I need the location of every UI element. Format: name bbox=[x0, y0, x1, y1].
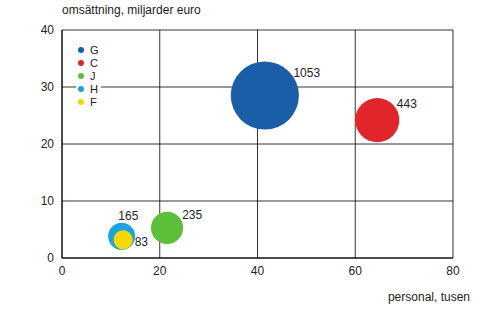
svg-text:20: 20 bbox=[41, 137, 55, 151]
html-text:J: J bbox=[90, 69, 96, 82]
svg-text:40: 40 bbox=[251, 264, 265, 278]
svg-text:60: 60 bbox=[349, 264, 363, 278]
html-text:C: C bbox=[90, 56, 98, 69]
svg-text:20: 20 bbox=[153, 264, 167, 278]
svg-text:80: 80 bbox=[446, 264, 460, 278]
html-text:H: H bbox=[90, 82, 98, 95]
svg-text:443: 443 bbox=[397, 97, 417, 111]
html-text:personal, tusen: personal, tusen bbox=[387, 290, 470, 304]
svg-text:30: 30 bbox=[41, 80, 55, 94]
svg-text:10: 10 bbox=[41, 194, 55, 208]
svg-text:235: 235 bbox=[182, 208, 202, 222]
svg-text:83: 83 bbox=[135, 235, 149, 249]
svg-text:0: 0 bbox=[59, 264, 66, 278]
svg-text:40: 40 bbox=[41, 23, 55, 37]
svg-text:1053: 1053 bbox=[293, 66, 320, 80]
html-text:omsättning, miljarder euro: omsättning, miljarder euro bbox=[62, 3, 201, 17]
html-text:G: G bbox=[90, 43, 99, 56]
html-text:F: F bbox=[90, 95, 97, 108]
svg-text:0: 0 bbox=[47, 251, 54, 265]
svg-text:165: 165 bbox=[118, 209, 138, 223]
